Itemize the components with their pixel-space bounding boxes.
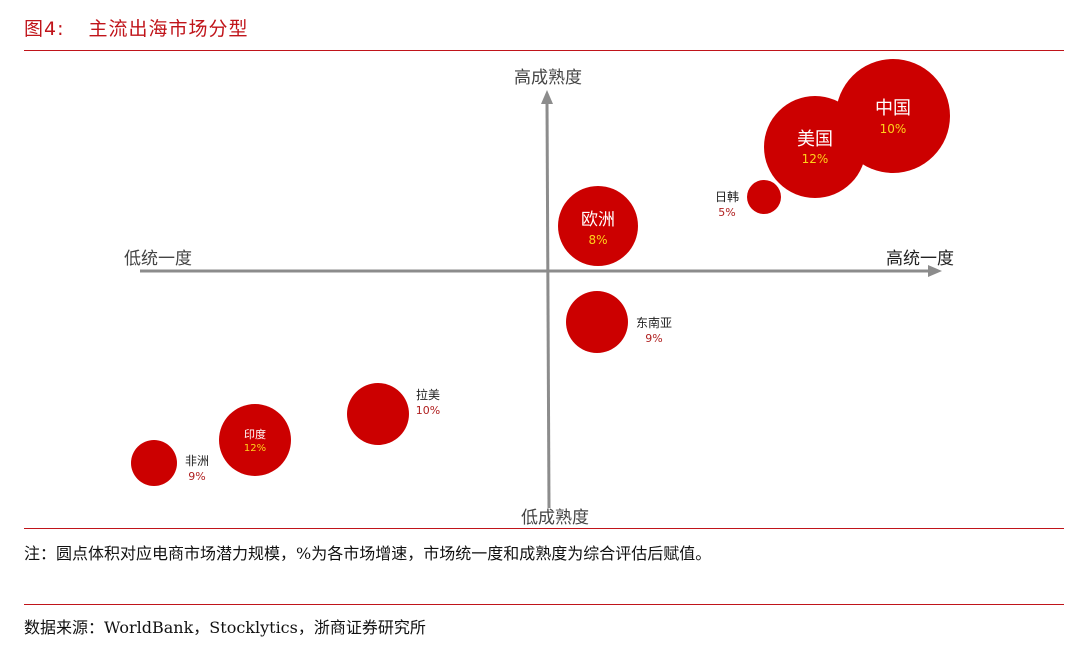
usa-label: 美国: [797, 129, 833, 150]
y-axis-line: [545, 101, 551, 509]
y-axis-bottom-label: 低成熟度: [521, 507, 589, 528]
x-axis-right-label: 高统一度: [886, 249, 954, 269]
note-divider: [24, 528, 1064, 529]
bubble-india: [219, 404, 291, 476]
bubble-usa: [764, 96, 866, 198]
europe-growth: 8%: [588, 233, 607, 247]
latin-america-label: 拉美: [416, 387, 440, 402]
southeast-asia-growth: 9%: [645, 332, 662, 345]
japan-korea-label: 日韩: [715, 189, 739, 204]
x-axis-left-label: 低统一度: [124, 249, 192, 269]
latin-america-growth: 10%: [416, 404, 440, 417]
india-growth: 12%: [244, 443, 266, 454]
china-growth: 10%: [880, 122, 907, 136]
southeast-asia-label: 东南亚: [636, 315, 672, 330]
figure-note: 注：圆点体积对应电商市场潜力规模，%为各市场增速，市场统一度和成熟度为综合评估后…: [24, 544, 712, 563]
y-axis-top-label: 高成熟度: [514, 67, 582, 88]
source-divider: [24, 604, 1064, 605]
usa-growth: 12%: [802, 152, 829, 166]
title-divider: [24, 50, 1064, 51]
japan-korea-growth: 5%: [718, 206, 735, 219]
bubble-japan-korea: [747, 180, 781, 214]
africa-growth: 9%: [188, 470, 205, 483]
figure-number: 图4:: [24, 18, 65, 40]
bubble-latin-america: [347, 383, 409, 445]
africa-label: 非洲: [185, 454, 209, 468]
europe-label: 欧洲: [581, 210, 615, 230]
china-label: 中国: [875, 98, 911, 119]
bubble-africa: [131, 440, 177, 486]
bubble-southeast-asia: [566, 291, 628, 353]
x-axis-arrowhead: [928, 265, 942, 277]
data-source: 数据来源：WorldBank，Stocklytics，浙商证券研究所: [24, 618, 426, 637]
figure-title-text: 主流出海市场分型: [88, 18, 249, 40]
india-label: 印度: [244, 427, 266, 441]
bubble-europe: [558, 186, 638, 266]
y-axis-arrowhead: [541, 90, 553, 104]
figure-title: 图4: 主流出海市场分型: [24, 14, 249, 41]
